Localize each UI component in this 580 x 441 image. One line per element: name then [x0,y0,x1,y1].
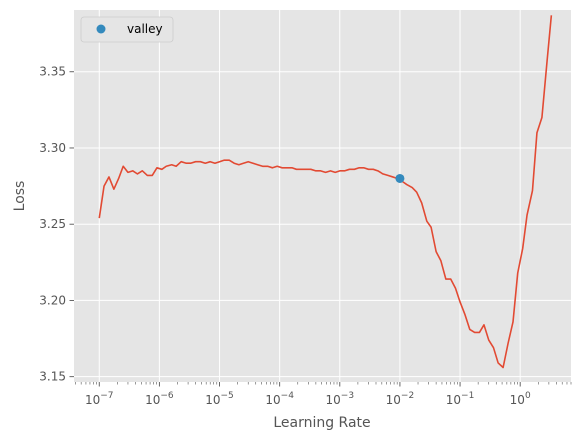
grid-lines [74,10,571,382]
legend: valley [80,16,174,43]
legend-box [80,16,174,43]
y-axis-ticks: 3.15 3.20 3.25 3.30 3.35 [39,65,74,384]
y-axis-label: Loss [12,181,28,212]
y-tick-label: 3.30 [39,141,66,155]
y-tick-label: 3.35 [39,65,66,79]
valley-point [395,173,405,183]
x-minor-ticks [75,382,572,385]
loss-curve [98,15,553,369]
y-tick-label: 3.20 [39,293,66,307]
plot-area [74,10,571,382]
x-axis-label: Learning Rate [273,415,370,431]
valley-points [395,173,405,183]
y-tick-label: 3.15 [39,370,66,384]
legend-marker [96,24,106,34]
legend-label: valley [127,22,163,36]
y-tick-label: 3.25 [39,217,66,231]
